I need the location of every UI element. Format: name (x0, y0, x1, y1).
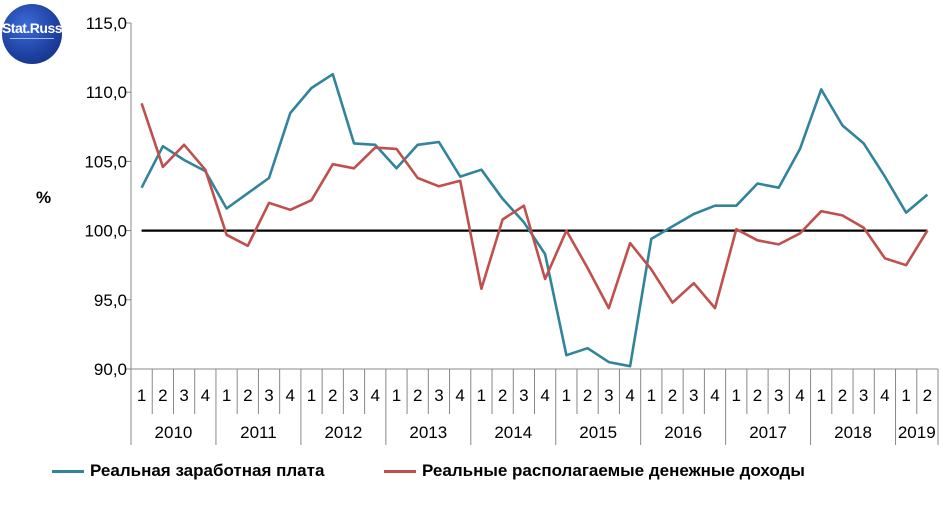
x-year-label: 2017 (749, 423, 787, 442)
legend-label-income: Реальные располагаемые денежные доходы (422, 461, 805, 480)
x-quarter-label: 3 (689, 386, 698, 405)
x-quarter-label: 2 (838, 386, 847, 405)
x-quarter-label: 4 (795, 386, 804, 405)
legend-label-wages: Реальная заработная плата (90, 461, 325, 480)
x-quarter-label: 1 (477, 386, 486, 405)
y-tick-label: 110,0 (86, 83, 127, 102)
x-quarter-label: 4 (201, 386, 210, 405)
x-quarter-label: 1 (137, 386, 146, 405)
stat-russ-logo: Stat.Russ (1, 4, 63, 64)
x-quarter-label: 3 (604, 386, 613, 405)
x-year-label: 2010 (155, 423, 193, 442)
x-quarter-label: 2 (923, 386, 932, 405)
y-tick-label: 90,0 (94, 360, 127, 379)
x-year-label: 2014 (494, 423, 532, 442)
x-quarter-label: 3 (264, 386, 273, 405)
x-year-label: 2019 (898, 423, 936, 442)
x-quarter-label: 3 (349, 386, 358, 405)
x-quarter-label: 4 (455, 386, 464, 405)
x-quarter-label: 3 (859, 386, 868, 405)
x-quarter-label: 2 (243, 386, 252, 405)
y-axis-label: % (36, 188, 51, 207)
x-year-label: 2018 (834, 423, 872, 442)
legend-item-wages: Реальная заработная плата (52, 456, 324, 486)
x-quarter-label: 1 (222, 386, 231, 405)
x-quarter-label: 2 (753, 386, 762, 405)
x-year-label: 2012 (324, 423, 362, 442)
x-quarter-label: 2 (583, 386, 592, 405)
x-quarter-label: 4 (710, 386, 719, 405)
x-quarter-label: 2 (158, 386, 167, 405)
x-quarter-label: 1 (732, 386, 741, 405)
y-axis: 90,0 95,0 100,0 105,0 110,0 115,0 (84, 14, 132, 379)
x-quarter-label: 2 (668, 386, 677, 405)
x-quarter-label: 1 (816, 386, 825, 405)
x-quarter-label: 4 (625, 386, 634, 405)
x-quarter-label: 1 (562, 386, 571, 405)
x-quarter-label: 3 (434, 386, 443, 405)
y-tick-label: 95,0 (94, 291, 127, 310)
y-tick-label: 105,0 (84, 152, 127, 171)
x-quarter-label: 1 (307, 386, 316, 405)
legend-swatch-income (384, 469, 416, 473)
x-quarter-label: 3 (519, 386, 528, 405)
logo-underline (10, 38, 54, 42)
x-quarter-label: 4 (540, 386, 549, 405)
x-quarter-label: 2 (413, 386, 422, 405)
legend-item-income: Реальные располагаемые денежные доходы (384, 456, 805, 486)
x-year-label: 2011 (240, 423, 277, 442)
x-axis: 1 2 3 4 1 2 3 4 1 2 3 4 1 2 3 4 1 2 3 4 1 2 3 4 1 2 3 4 1 2 3 4 1 2 3 4 1 220… (130, 368, 939, 445)
x-quarter-label: 4 (370, 386, 379, 405)
y-tick-label: 115,0 (86, 14, 127, 33)
x-year-label: 2015 (579, 423, 617, 442)
y-tick-label: 100,0 (84, 222, 127, 241)
x-quarter-label: 2 (328, 386, 337, 405)
legend: Реальная заработная плата Реальные распо… (0, 456, 943, 486)
x-quarter-label: 1 (647, 386, 656, 405)
x-quarter-label: 2 (498, 386, 507, 405)
legend-swatch-wages (52, 469, 84, 473)
series-line-income (140, 102, 929, 310)
logo-text: Stat.Russ (1, 20, 63, 36)
x-quarter-label: 3 (179, 386, 188, 405)
x-quarter-label: 4 (286, 386, 295, 405)
x-quarter-label: 1 (392, 386, 401, 405)
x-quarter-label: 4 (880, 386, 889, 405)
x-year-label: 2016 (664, 423, 702, 442)
series-group (140, 72, 929, 368)
x-year-label: 2013 (409, 423, 447, 442)
x-quarter-label: 3 (774, 386, 783, 405)
x-quarter-label: 1 (901, 386, 910, 405)
